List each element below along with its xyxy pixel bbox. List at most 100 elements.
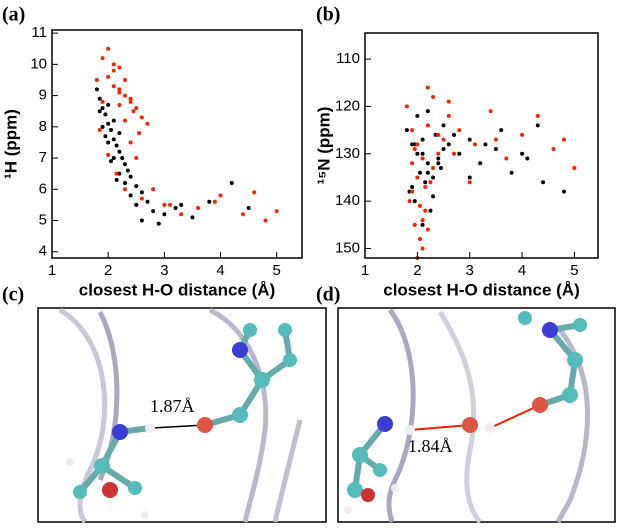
point bbox=[441, 137, 446, 142]
point bbox=[114, 143, 119, 148]
y-tick-label: 10 bbox=[30, 55, 47, 72]
point bbox=[467, 175, 472, 180]
point bbox=[179, 202, 184, 207]
molecule-c: 1.87Å bbox=[37, 307, 327, 524]
point bbox=[103, 112, 108, 117]
point bbox=[120, 156, 125, 161]
point bbox=[106, 46, 111, 51]
point bbox=[551, 147, 556, 152]
point bbox=[139, 196, 144, 201]
point bbox=[123, 93, 128, 98]
point bbox=[431, 175, 436, 180]
point bbox=[145, 121, 150, 126]
point bbox=[446, 142, 451, 147]
point bbox=[123, 187, 128, 192]
point bbox=[420, 151, 425, 156]
point bbox=[123, 118, 128, 123]
point bbox=[106, 102, 111, 107]
y-tick-label: 110 bbox=[336, 50, 360, 67]
point bbox=[415, 175, 420, 180]
point bbox=[106, 140, 111, 145]
y-tick-label: 130 bbox=[335, 145, 360, 162]
point bbox=[229, 181, 234, 186]
distance-label: 1.87Å bbox=[150, 396, 195, 416]
point bbox=[103, 134, 108, 139]
point bbox=[190, 215, 195, 220]
point bbox=[94, 77, 99, 82]
point bbox=[108, 159, 113, 164]
point bbox=[441, 147, 446, 152]
point bbox=[274, 209, 279, 214]
point bbox=[404, 128, 409, 133]
point bbox=[452, 151, 457, 156]
y-tick-label: 7 bbox=[39, 149, 47, 166]
point bbox=[472, 142, 477, 147]
point bbox=[145, 199, 150, 204]
point bbox=[436, 151, 441, 156]
point bbox=[173, 206, 178, 211]
point bbox=[493, 147, 498, 152]
y-tick-label: 140 bbox=[335, 192, 360, 209]
point bbox=[410, 161, 415, 166]
point bbox=[111, 137, 116, 142]
point bbox=[410, 189, 415, 194]
point bbox=[97, 109, 102, 114]
point bbox=[572, 166, 577, 170]
point bbox=[478, 161, 483, 166]
panel-label: (d) bbox=[316, 284, 340, 306]
point bbox=[483, 142, 488, 147]
y-axis-label: ¹H (ppm) bbox=[1, 109, 20, 179]
point bbox=[114, 171, 119, 176]
panel-label: (a) bbox=[2, 4, 25, 26]
point bbox=[151, 209, 156, 214]
point bbox=[425, 123, 430, 128]
point bbox=[438, 166, 443, 170]
point bbox=[117, 149, 122, 154]
point bbox=[436, 161, 441, 166]
point bbox=[417, 203, 422, 208]
point bbox=[520, 151, 525, 156]
point bbox=[428, 180, 433, 185]
point bbox=[125, 168, 130, 173]
point bbox=[412, 147, 417, 152]
point bbox=[425, 170, 430, 175]
point bbox=[111, 62, 116, 67]
point bbox=[263, 218, 268, 223]
point bbox=[525, 156, 530, 161]
point bbox=[241, 212, 246, 217]
x-tick-label: 2 bbox=[104, 262, 112, 279]
point bbox=[415, 142, 420, 147]
point bbox=[123, 181, 128, 186]
x-tick-label: 4 bbox=[518, 262, 526, 279]
point bbox=[134, 156, 139, 161]
point bbox=[417, 237, 422, 242]
point bbox=[467, 180, 472, 185]
point bbox=[111, 118, 116, 123]
point bbox=[509, 170, 514, 175]
point bbox=[423, 180, 428, 185]
point bbox=[139, 218, 144, 223]
point bbox=[117, 87, 122, 92]
point bbox=[128, 140, 133, 145]
panel-label: (b) bbox=[316, 4, 340, 26]
point bbox=[108, 127, 113, 132]
point bbox=[415, 113, 420, 118]
point bbox=[111, 84, 116, 89]
point bbox=[561, 137, 566, 142]
point bbox=[94, 87, 99, 92]
point bbox=[457, 151, 462, 156]
y-tick-label: 6 bbox=[39, 180, 47, 197]
point bbox=[431, 94, 436, 99]
point bbox=[252, 190, 257, 195]
point bbox=[151, 187, 156, 192]
x-tick-label: 3 bbox=[160, 262, 168, 279]
point bbox=[128, 174, 133, 179]
point bbox=[100, 124, 105, 129]
y-tick-label: 9 bbox=[39, 87, 47, 104]
point bbox=[139, 115, 144, 120]
point bbox=[410, 128, 415, 133]
point bbox=[428, 208, 433, 213]
point bbox=[137, 131, 142, 136]
point bbox=[420, 137, 425, 142]
